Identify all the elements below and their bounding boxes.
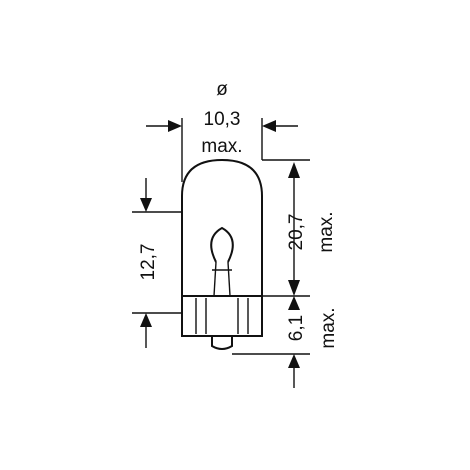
diameter-value: 10,3 <box>204 109 241 130</box>
filament-support <box>213 261 217 297</box>
height-base-dimension: 6,1 max. <box>232 295 339 388</box>
diameter-note: max. <box>201 136 242 157</box>
diameter-dimension: ø 10,3 max. <box>146 79 298 182</box>
height-full-note: max. <box>316 211 337 252</box>
filament-loop <box>210 226 234 263</box>
height-base-note: max. <box>318 307 339 348</box>
arrow-head <box>262 120 276 132</box>
arrow-head <box>288 280 300 296</box>
bulb-outline <box>181 158 263 350</box>
contact-tip <box>211 336 233 350</box>
height-full-value: 20,7 <box>286 214 307 251</box>
wedge-base <box>181 296 263 337</box>
arrow-head <box>140 313 152 327</box>
filament-support <box>227 261 231 297</box>
arrow-head <box>140 198 152 212</box>
diameter-symbol: ø <box>216 79 228 100</box>
height-base-value: 6,1 <box>286 315 307 341</box>
arrow-head <box>288 354 300 368</box>
arrow-head <box>288 162 300 178</box>
glass-envelope <box>181 158 263 296</box>
height-glass-value: 12,7 <box>138 244 159 281</box>
arrow-head <box>288 296 300 310</box>
height-full-dimension: 20,7 max. <box>262 159 337 296</box>
arrow-head <box>168 120 182 132</box>
height-glass-dimension: 12,7 <box>132 178 182 348</box>
